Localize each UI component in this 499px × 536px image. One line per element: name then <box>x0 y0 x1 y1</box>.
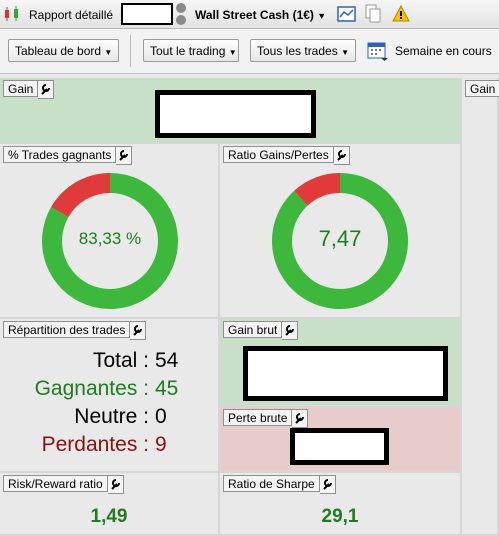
filter-bar: Tableau de bord ▼ Tout le trading ▼ Tous… <box>0 29 499 74</box>
panel-title: Gain brut <box>223 321 283 338</box>
panel-title: Ratio Gains/Pertes <box>223 146 334 163</box>
wrench[interactable] <box>319 475 336 494</box>
donut-label: 7,47 <box>318 226 362 251</box>
panel-title: % Trades gagnants <box>3 146 117 163</box>
gross-loss-panel: Perte brute <box>220 407 462 473</box>
distribution-row: Neutre : 0 <box>0 405 218 429</box>
sharpe-panel: Ratio de Sharpe 29,1 <box>220 473 462 536</box>
warning-icon[interactable] <box>392 5 410 22</box>
wrench[interactable] <box>333 146 350 165</box>
side-panel: Gain r <box>462 78 499 536</box>
row-value: 9 <box>155 433 167 456</box>
risk-reward-panel: Risk/Reward ratio 1,49 <box>0 473 220 536</box>
account-name: Wall Street Cash (1€) <box>195 8 314 22</box>
wrench[interactable] <box>282 321 299 340</box>
panel-title: Gain r <box>465 80 499 97</box>
panel-title: Risk/Reward ratio <box>3 475 108 492</box>
distribution-row: Gagnantes : 45 <box>0 377 218 401</box>
wrench[interactable] <box>107 475 124 494</box>
row-label: Perdantes : <box>41 433 149 456</box>
wrench[interactable] <box>130 321 147 340</box>
loss-arc <box>294 173 340 206</box>
metric-value: 1,49 <box>90 506 128 527</box>
row-label: Neutre : <box>74 405 149 428</box>
row-label: Total : <box>92 349 149 372</box>
dropdown[interactable]: Tableau de bord ▼ <box>8 39 119 62</box>
account-selector[interactable]: Wall Street Cash (1€) ▼ <box>195 8 327 22</box>
row-value: 0 <box>155 405 167 428</box>
win-rate-panel: % Trades gagnants 83,33 % <box>0 144 220 319</box>
loss-arc <box>51 173 110 218</box>
period-label[interactable]: Semaine en cours <box>395 44 492 58</box>
distribution-panel: Répartition des trades Total : 54 Gagnante… <box>0 319 220 473</box>
redacted <box>155 90 316 138</box>
redacted <box>121 3 173 25</box>
chart-window-icon[interactable] <box>337 5 357 23</box>
wrench[interactable] <box>38 80 55 99</box>
redacted <box>243 346 448 401</box>
dropdown[interactable]: Tout le trading ▼ <box>143 39 239 62</box>
distribution-row: Total : 54 <box>0 349 218 373</box>
donut <box>41 173 179 309</box>
copy-icon[interactable] <box>364 4 382 24</box>
wrench[interactable] <box>292 409 309 428</box>
dropdown-label: Tous les trades <box>257 44 338 58</box>
panel-title: Répartition des trades <box>3 321 131 338</box>
gross-gain-panel: Gain brut <box>220 319 462 407</box>
wrench[interactable] <box>116 146 133 165</box>
chart-icon <box>5 6 18 21</box>
panel-title: Ratio de Sharpe <box>223 475 320 492</box>
row-label: Gagnantes : <box>34 377 149 400</box>
calendar-icon[interactable] <box>367 40 389 62</box>
gain-panel: Gain <box>0 78 462 144</box>
metric-value: 29,1 <box>321 506 359 527</box>
dropdown-label: Tout le trading <box>150 44 226 58</box>
donut-label: 83,33 % <box>78 229 142 248</box>
distribution-row: Perdantes : 9 <box>0 433 218 457</box>
spinner[interactable] <box>175 2 187 26</box>
panel-title: Gain <box>3 80 39 97</box>
ratio-panel: Ratio Gains/Pertes 7,47 <box>220 144 462 319</box>
donut <box>272 173 408 309</box>
separator <box>130 35 131 67</box>
row-value: 45 <box>155 377 179 400</box>
report-title: Rapport détaillé <box>29 8 114 22</box>
dropdown[interactable]: Tous les trades ▼ <box>250 39 356 62</box>
win-arc <box>41 173 179 309</box>
row-value: 54 <box>155 349 179 372</box>
dropdown-label: Tableau de bord <box>15 44 102 58</box>
win-arc <box>272 173 408 309</box>
redacted <box>290 428 389 465</box>
toolbar: Rapport détaillé Wall Street Cash (1€) ▼ <box>0 0 499 29</box>
panel-title: Perte brute <box>223 409 293 426</box>
